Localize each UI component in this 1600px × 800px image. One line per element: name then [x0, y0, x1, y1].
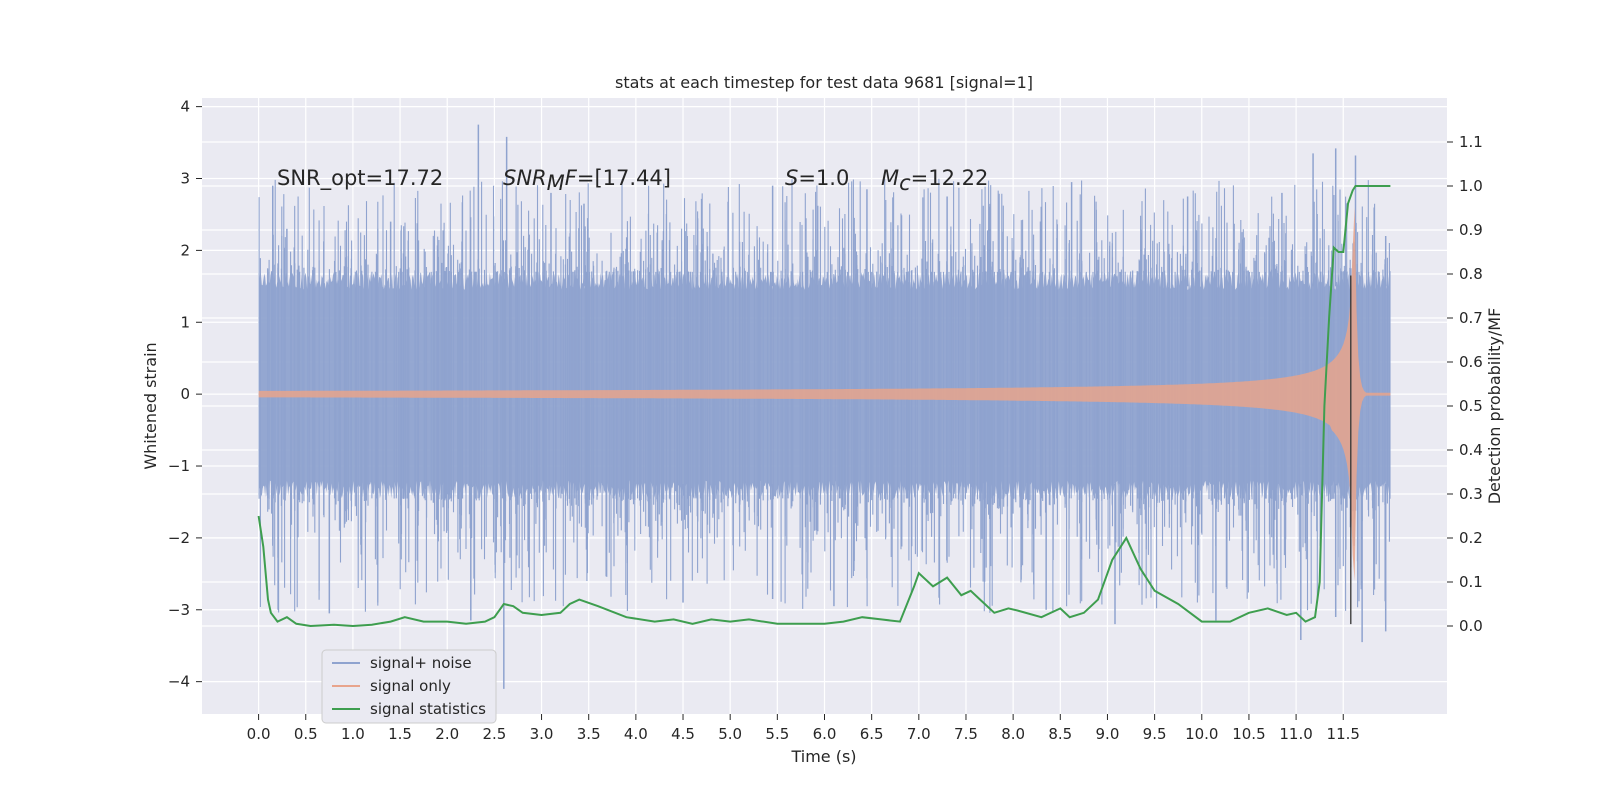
y-axis-label: Whitened strain	[141, 342, 160, 469]
statistics-line	[257, 185, 1391, 628]
annotation-s-value: =1.0	[798, 166, 849, 190]
annotation-mc-sub: c	[899, 171, 911, 195]
x-tick-label: 8.0	[1001, 725, 1025, 743]
x-tick-label: 1.0	[341, 725, 365, 743]
x-tick-label: 6.5	[860, 725, 884, 743]
y2-tick-label: 0.5	[1459, 397, 1483, 415]
annotation-snr-mf-name: SNR	[503, 166, 547, 190]
x-tick-label: 4.5	[671, 725, 695, 743]
x-tick-label: 10.0	[1185, 725, 1218, 743]
x-tick-label: 0.0	[247, 725, 271, 743]
y2-tick-label: 0.9	[1459, 221, 1483, 239]
y2-tick-label: 0.4	[1459, 441, 1483, 459]
annotation-s: S=1.0	[785, 166, 849, 190]
x-tick-label: 6.0	[813, 725, 837, 743]
annotation-s-name: S	[785, 166, 798, 190]
x-tick-label: 11.0	[1279, 725, 1312, 743]
y2-tick-label: 0.7	[1459, 309, 1483, 327]
x-tick-label: 2.5	[482, 725, 506, 743]
axis-ticks: 0.0 0.5 1.0 1.5 2.0 2.5 3.0 3.5 4.0 4.5 5.0 5.5 6.0 6…	[168, 98, 1483, 743]
series-signal-statistics	[257, 185, 1391, 628]
y2-tick-label: 0.3	[1459, 485, 1483, 503]
x-tick-label: 4.0	[624, 725, 648, 743]
x-tick-label: 5.5	[765, 725, 789, 743]
x-tick-label: 1.5	[388, 725, 412, 743]
signal-chirp	[258, 207, 1391, 582]
y2-tick-label: 0.1	[1459, 573, 1483, 591]
annotation-snr-mf-f: F	[565, 166, 578, 190]
annotation-mc-name: M	[881, 166, 899, 190]
y-tick-label: 0	[180, 385, 190, 403]
x-tick-label: 9.5	[1143, 725, 1167, 743]
series-signal-noise	[258, 124, 1391, 689]
legend: signal+ noise signal only signal statist…	[321, 649, 497, 724]
annotations: SNR_opt=17.72 SNRMF=[17.44] S=1.0 Mc=12.…	[277, 166, 988, 195]
y-tick-label: 4	[180, 98, 190, 116]
x-tick-label: 3.0	[530, 725, 554, 743]
y-tick-label: −4	[168, 673, 190, 691]
chart-title: stats at each timestep for test data 968…	[615, 73, 1033, 92]
legend-label-signal-only: signal only	[370, 677, 451, 695]
y2-tick-label: 0.8	[1459, 265, 1483, 283]
y-tick-label: −3	[168, 601, 190, 619]
annotation-mc: Mc=12.22	[881, 166, 988, 195]
x-tick-label: 10.5	[1232, 725, 1265, 743]
y2-tick-label: 1.0	[1459, 177, 1483, 195]
y-tick-label: 1	[180, 313, 190, 331]
x-axis-label: Time (s)	[790, 747, 856, 766]
y2-tick-label: 0.2	[1459, 529, 1483, 547]
y2-axis-label: Detection probability/MF	[1485, 308, 1504, 505]
y-tick-label: 3	[180, 170, 190, 188]
legend-box	[321, 649, 497, 724]
annotation-snr-mf-value: =[17.44]	[577, 166, 671, 190]
y2-tick-label: 0.0	[1459, 617, 1483, 635]
annotation-snr-mf: SNRMF=[17.44]	[503, 166, 671, 195]
y2-tick-label: 1.1	[1459, 133, 1483, 151]
x-tick-label: 11.5	[1327, 725, 1360, 743]
y-tick-label: 2	[180, 241, 190, 259]
x-tick-label: 7.0	[907, 725, 931, 743]
y-tick-label: −2	[168, 529, 190, 547]
annotation-snr-opt: SNR_opt=17.72	[277, 166, 443, 191]
annotation-snr-mf-sub: M	[547, 171, 565, 195]
y2-tick-label: 0.6	[1459, 353, 1483, 371]
legend-label-signal-noise: signal+ noise	[370, 654, 472, 672]
series-signal-only	[258, 207, 1391, 582]
x-tick-label: 0.5	[294, 725, 318, 743]
x-tick-label: 2.0	[435, 725, 459, 743]
x-tick-label: 9.0	[1096, 725, 1120, 743]
x-tick-label: 7.5	[954, 725, 978, 743]
x-tick-label: 8.5	[1048, 725, 1072, 743]
legend-label-signal-statistics: signal statistics	[370, 700, 486, 718]
x-tick-label: 3.5	[577, 725, 601, 743]
x-tick-label: 5.0	[718, 725, 742, 743]
annotation-mc-value: =12.22	[911, 166, 989, 190]
y-tick-label: −1	[168, 457, 190, 475]
